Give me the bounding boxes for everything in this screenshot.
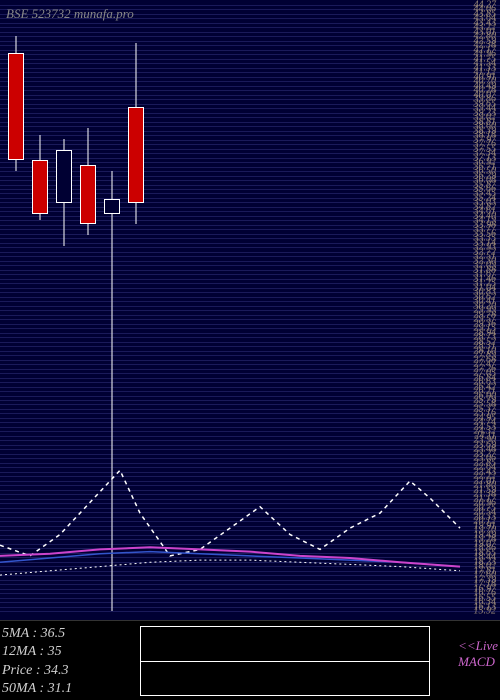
macd-midline: [141, 661, 429, 662]
candlestick-series: [0, 0, 460, 620]
ma12-label: 12MA : 35: [2, 643, 72, 661]
ma5-label: 5MA : 36.5: [2, 625, 72, 643]
macd-box: [140, 626, 430, 696]
indicator-panel: [0, 620, 500, 700]
stock-chart: BSE 523732 munafa.pro 44.2744.0643.8543.…: [0, 0, 500, 700]
macd-name-label: MACD: [458, 654, 498, 670]
live-label: <<Live: [458, 638, 498, 654]
ma50-label: 50MA : 31.1: [2, 680, 72, 698]
info-box: 5MA : 36.5 12MA : 35 Price : 34.3 50MA :…: [2, 625, 72, 698]
watermark-text: BSE 523732 munafa.pro: [6, 6, 134, 22]
price-label: Price : 34.3: [2, 662, 72, 680]
macd-labels: <<Live MACD: [458, 638, 498, 670]
